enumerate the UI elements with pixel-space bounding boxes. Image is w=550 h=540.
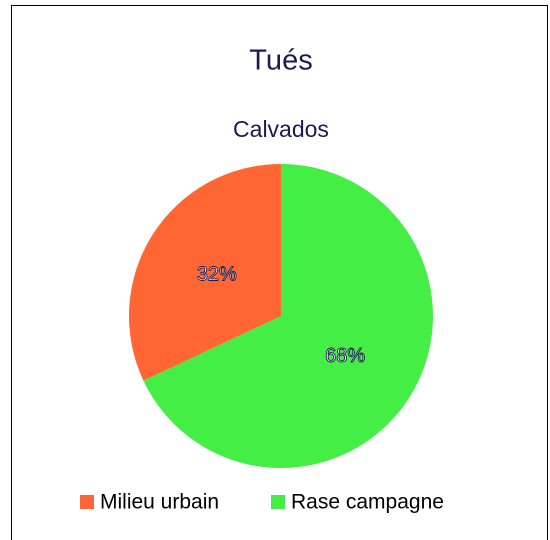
chart-title: Tués xyxy=(249,45,312,77)
data-label: 32% xyxy=(197,264,237,286)
legend-swatch xyxy=(80,495,94,509)
chart-subtitle: Calvados xyxy=(233,116,329,142)
data-label: 68% xyxy=(325,345,365,367)
legend-swatch xyxy=(271,495,285,509)
legend-label: Rase campagne xyxy=(291,491,444,514)
pie-slice xyxy=(143,164,434,468)
legend-label: Milieu urbain xyxy=(100,491,219,514)
pie-slice xyxy=(128,163,281,381)
